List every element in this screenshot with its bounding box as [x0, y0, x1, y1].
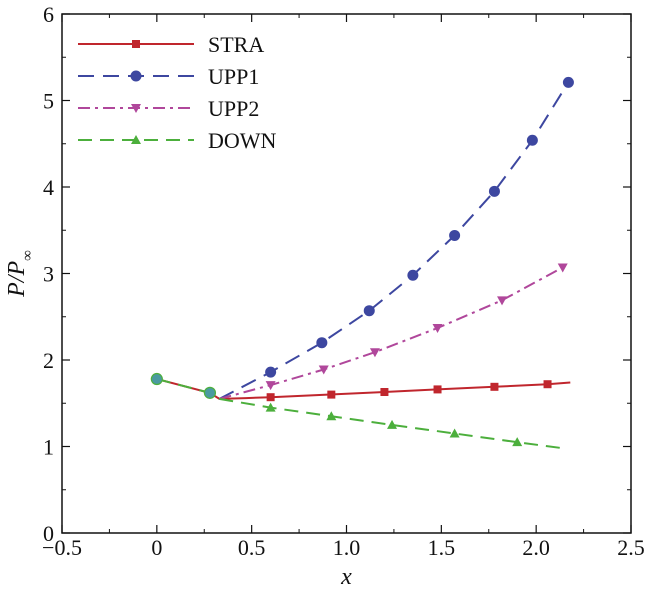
- marker-upp1: [562, 76, 574, 88]
- y-axis-title-main: P/P: [4, 261, 30, 298]
- series-line-down: [156, 378, 563, 450]
- legend-label-down: DOWN: [208, 128, 277, 153]
- plot-frame: [61, 13, 632, 534]
- legend-label-upp2: UPP2: [208, 96, 259, 121]
- y-axis-title: P/P∞: [4, 250, 36, 298]
- marker-upp2: [432, 323, 443, 333]
- legend-marker-down: [131, 135, 141, 144]
- plot-border: [61, 13, 632, 534]
- marker-down: [512, 437, 523, 447]
- legend-label-stra: STRA: [208, 32, 264, 57]
- marker-upp2: [497, 296, 508, 306]
- series-markers: [150, 76, 574, 447]
- marker-common-point: [203, 386, 217, 399]
- y-tick-label: 6: [43, 2, 54, 27]
- marker-upp1: [526, 134, 538, 146]
- marker-stra: [266, 393, 275, 402]
- marker-upp1: [363, 305, 375, 317]
- marker-upp1: [265, 366, 277, 378]
- series-line-stra: [156, 378, 571, 400]
- x-tick-label: 1.5: [428, 535, 456, 560]
- y-axis: 0 1 2 3 4 5 6: [43, 2, 631, 546]
- legend-marker-stra: [132, 40, 140, 48]
- y-tick-label: 1: [43, 435, 54, 460]
- marker-down: [387, 419, 398, 429]
- x-tick-label: −0.5: [42, 535, 82, 560]
- marker-stra: [433, 385, 442, 394]
- legend-label-upp1: UPP1: [208, 64, 259, 89]
- y-tick-label: 5: [43, 89, 54, 114]
- marker-stra: [490, 382, 499, 391]
- marker-down: [265, 402, 276, 412]
- y-tick-label: 4: [43, 175, 54, 200]
- marker-upp1: [407, 269, 419, 281]
- marker-down: [326, 411, 337, 421]
- legend-marker-upp1: [130, 70, 142, 82]
- marker-upp2: [557, 263, 568, 273]
- x-tick-label: 2.0: [522, 535, 550, 560]
- y-axis-title-subscript: ∞: [20, 250, 36, 261]
- series-line-upp2: [219, 266, 564, 400]
- legend: STRA UPP1 UPP2 DOWN: [78, 32, 277, 153]
- y-tick-label: 2: [43, 348, 54, 373]
- y-tick-label: 0: [43, 521, 54, 546]
- marker-stra: [327, 390, 336, 399]
- legend-marker-upp2: [131, 104, 141, 113]
- x-tick-label: 0: [151, 535, 162, 560]
- x-axis-title: x: [340, 564, 352, 590]
- marker-upp1: [316, 337, 328, 349]
- x-tick-label: 0.5: [238, 535, 266, 560]
- x-axis: −0.5 0 0.5 1.0 1.5 2.0 2.5: [42, 14, 645, 560]
- marker-upp2: [318, 365, 329, 375]
- marker-upp1: [488, 185, 500, 197]
- y-tick-label: 3: [43, 262, 54, 287]
- x-tick-label: 2.5: [617, 535, 645, 560]
- marker-upp1: [449, 229, 461, 241]
- marker-stra: [380, 388, 389, 397]
- marker-stra: [543, 380, 552, 389]
- marker-down: [449, 428, 460, 438]
- x-tick-label: 1.0: [333, 535, 361, 560]
- marker-upp2: [265, 381, 276, 391]
- marker-common-point: [150, 372, 163, 386]
- marker-upp2: [369, 348, 380, 358]
